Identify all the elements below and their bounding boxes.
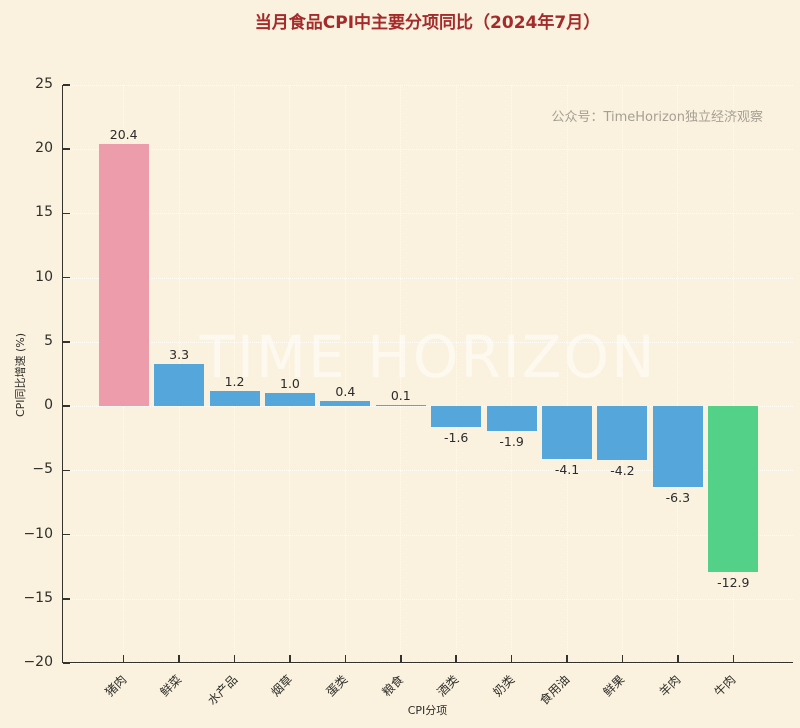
gridline-vertical bbox=[234, 85, 236, 662]
bar-value-label: -1.6 bbox=[444, 429, 469, 445]
y-tick-label: 15 bbox=[35, 204, 53, 221]
bar-value-label: -1.9 bbox=[499, 433, 524, 449]
y-tick-label: −5 bbox=[32, 461, 53, 478]
y-tick-label: 5 bbox=[44, 332, 53, 349]
y-tick-mark bbox=[63, 533, 70, 536]
y-tick-mark bbox=[63, 84, 70, 86]
y-tick-mark bbox=[63, 405, 70, 407]
gridline-horizontal bbox=[63, 213, 793, 215]
plot-area: TIME HORIZON 25 20 15 10 5 0 −5 −10 −15 −20 20.4 猪肉… bbox=[23, 76, 793, 708]
bar bbox=[320, 400, 371, 407]
y-tick-label: 10 bbox=[35, 268, 53, 285]
y-tick-mark bbox=[63, 276, 70, 279]
bar-value-label: 0.1 bbox=[390, 387, 411, 403]
gridline-horizontal bbox=[63, 277, 793, 279]
y-tick-label: 25 bbox=[35, 76, 53, 92]
gridline-vertical bbox=[511, 85, 513, 662]
x-tick-mark bbox=[178, 655, 180, 662]
gridline-horizontal bbox=[63, 598, 793, 600]
bar bbox=[98, 144, 149, 407]
x-tick-label: 猪肉 bbox=[102, 672, 130, 700]
bar-value-label: 20.4 bbox=[109, 127, 138, 143]
chart-title: 当月食品CPI中主要分项同比（2024年7月） bbox=[254, 13, 601, 33]
x-tick-mark bbox=[122, 655, 125, 662]
gridline-vertical bbox=[732, 85, 734, 662]
bar bbox=[375, 404, 426, 407]
x-tick-mark bbox=[510, 655, 513, 662]
gridline-horizontal bbox=[63, 149, 793, 151]
x-tick-mark bbox=[344, 655, 347, 662]
y-tick-label: 20 bbox=[35, 140, 53, 157]
x-tick-mark bbox=[677, 655, 679, 662]
bar bbox=[264, 393, 315, 407]
y-tick-mark bbox=[63, 148, 70, 150]
gridline-horizontal bbox=[63, 85, 793, 86]
bar bbox=[542, 406, 593, 459]
bar bbox=[708, 406, 759, 572]
y-tick-label: −20 bbox=[23, 654, 53, 670]
gridline-horizontal bbox=[63, 534, 793, 536]
x-tick-mark bbox=[566, 655, 568, 662]
gridline-horizontal bbox=[63, 663, 793, 664]
gridline-vertical bbox=[455, 85, 457, 662]
y-tick-mark bbox=[63, 341, 70, 343]
gridline-vertical bbox=[400, 85, 402, 662]
bar-value-label: -4.1 bbox=[554, 461, 580, 477]
x-tick-mark bbox=[732, 655, 735, 662]
y-tick-mark bbox=[63, 212, 70, 215]
x-tick-mark bbox=[233, 655, 236, 662]
x-axis-label: CPI分项 bbox=[407, 704, 448, 717]
bar-value-label: 1.0 bbox=[280, 376, 300, 392]
gridline-vertical bbox=[344, 85, 346, 662]
bar-value-label: 0.4 bbox=[335, 383, 356, 399]
background-watermark: TIME HORIZON bbox=[199, 323, 657, 391]
source-watermark: 公众号：TimeHorizon独立经济观察 bbox=[551, 110, 763, 125]
bar bbox=[486, 406, 537, 431]
gridline-vertical bbox=[566, 85, 568, 662]
bar-value-label: 1.2 bbox=[224, 373, 245, 389]
y-axis-label: CPI同比增速 (%) bbox=[14, 332, 27, 418]
bar bbox=[431, 406, 482, 427]
bar-value-label: -6.3 bbox=[665, 490, 691, 506]
gridline-vertical bbox=[677, 85, 679, 662]
gridline-vertical bbox=[289, 85, 291, 662]
bar bbox=[209, 390, 260, 407]
x-tick-mark bbox=[289, 655, 291, 662]
y-tick-mark bbox=[63, 469, 70, 472]
y-tick-label: −10 bbox=[23, 525, 53, 542]
gridline-horizontal bbox=[63, 406, 793, 408]
x-tick-mark bbox=[400, 655, 402, 662]
y-tick-label: −15 bbox=[23, 589, 53, 606]
bar-value-label: -12.9 bbox=[717, 574, 750, 590]
gridline-vertical bbox=[621, 85, 623, 662]
gridline-horizontal bbox=[63, 341, 793, 343]
gridline-horizontal bbox=[63, 470, 793, 472]
y-tick-mark bbox=[63, 662, 70, 664]
bar bbox=[597, 406, 648, 461]
bar bbox=[154, 363, 205, 407]
y-tick-label: 0 bbox=[44, 397, 53, 414]
bar-value-label: -4.2 bbox=[610, 463, 635, 479]
bar-value-label: 3.3 bbox=[169, 346, 190, 362]
x-tick-mark bbox=[455, 655, 457, 662]
bar bbox=[652, 406, 703, 488]
x-tick-mark bbox=[621, 655, 624, 662]
y-tick-mark bbox=[63, 598, 70, 600]
